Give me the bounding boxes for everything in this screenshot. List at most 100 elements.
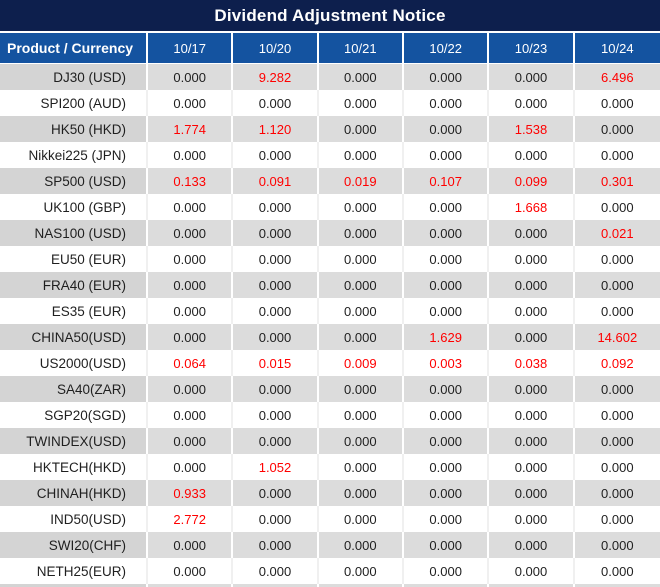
dividend-value-cell: 0.009: [318, 350, 404, 376]
dividend-value-cell: 0.000: [318, 454, 404, 480]
table-row: NAS100 (USD) 0.000 0.000 0.000 0.000 0.000 0.0…: [0, 220, 660, 246]
dividend-value-cell: 0.000: [148, 64, 234, 90]
dividend-value-cell: 0.000: [318, 428, 404, 454]
dividend-value-cell: 0.000: [318, 116, 404, 142]
product-name-cell: CHINAH(HKD): [0, 480, 148, 506]
dividend-value-cell: 0.000: [574, 116, 660, 142]
dividend-value-cell: 0.000: [233, 558, 319, 584]
dividend-value-cell: 0.000: [148, 532, 234, 558]
table-row: FRA40 (EUR) 0.000 0.000 0.000 0.000 0.000 0.00…: [0, 272, 660, 298]
date-column-header: 10/21: [319, 33, 404, 63]
table-row: TWINDEX(USD) 0.000 0.000 0.000 0.000 0.000 0.0…: [0, 428, 660, 454]
dividend-value-cell: 0.000: [404, 116, 490, 142]
dividend-value-cell: 0.000: [574, 532, 660, 558]
dividend-value-cell: 0.000: [404, 272, 490, 298]
dividend-value-cell: 0.000: [318, 376, 404, 402]
table-row: SGP20(SGD) 0.000 0.000 0.000 0.000 0.000 0.000: [0, 402, 660, 428]
dividend-value-cell: 0.301: [574, 168, 660, 194]
product-name-cell: SWI20(CHF): [0, 532, 148, 558]
dividend-value-cell: 0.000: [318, 480, 404, 506]
table-row: EU50 (EUR) 0.000 0.000 0.000 0.000 0.000 0.000: [0, 246, 660, 272]
dividend-value-cell: 0.000: [318, 402, 404, 428]
dividend-value-cell: 0.000: [489, 246, 575, 272]
dividend-value-cell: 0.000: [233, 324, 319, 350]
dividend-value-cell: 0.000: [489, 428, 575, 454]
dividend-value-cell: 1.629: [404, 324, 490, 350]
product-name-cell: NAS100 (USD): [0, 220, 148, 246]
dividend-value-cell: 0.000: [148, 376, 234, 402]
dividend-value-cell: 0.000: [404, 220, 490, 246]
dividend-value-cell: 0.000: [318, 298, 404, 324]
dividend-value-cell: 0.000: [489, 480, 575, 506]
dividend-value-cell: 0.000: [318, 142, 404, 168]
dividend-value-cell: 0.000: [489, 376, 575, 402]
dividend-value-cell: 9.282: [233, 64, 319, 90]
dividend-value-cell: 0.091: [233, 168, 319, 194]
dividend-value-cell: 2.772: [148, 506, 234, 532]
product-name-cell: IND50(USD): [0, 506, 148, 532]
dividend-value-cell: 0.133: [148, 168, 234, 194]
dividend-value-cell: 0.019: [318, 168, 404, 194]
dividend-value-cell: 0.000: [489, 402, 575, 428]
product-name-cell: TWINDEX(USD): [0, 428, 148, 454]
table-row: CHINA50(USD) 0.000 0.000 0.000 1.629 0.000 14.…: [0, 324, 660, 350]
dividend-value-cell: 0.000: [318, 532, 404, 558]
product-name-cell: US2000(USD): [0, 350, 148, 376]
dividend-value-cell: 0.000: [489, 298, 575, 324]
dividend-value-cell: 0.000: [233, 480, 319, 506]
table-row: HK50 (HKD) 1.774 1.120 0.000 0.000 1.538 0.000: [0, 116, 660, 142]
table-row: NETH25(EUR) 0.000 0.000 0.000 0.000 0.000 0.00…: [0, 558, 660, 584]
product-name-cell: SP500 (USD): [0, 168, 148, 194]
dividend-value-cell: 0.000: [148, 220, 234, 246]
dividend-value-cell: 0.000: [489, 558, 575, 584]
dividend-value-cell: 0.000: [318, 220, 404, 246]
dividend-value-cell: 0.000: [489, 220, 575, 246]
dividend-value-cell: 1.668: [489, 194, 575, 220]
dividend-value-cell: 0.000: [404, 480, 490, 506]
header-row: Product / Currency 10/17 10/20 10/21 10/22 1…: [0, 33, 660, 64]
dividend-value-cell: 0.000: [574, 272, 660, 298]
dividend-value-cell: 0.000: [318, 506, 404, 532]
dividend-value-cell: 0.000: [318, 324, 404, 350]
dividend-value-cell: 0.000: [404, 194, 490, 220]
dividend-value-cell: 14.602: [574, 324, 660, 350]
table-row: SP500 (USD) 0.133 0.091 0.019 0.107 0.099 0.30…: [0, 168, 660, 194]
date-column-header: 10/20: [233, 33, 319, 63]
dividend-value-cell: 0.000: [148, 246, 234, 272]
dividend-value-cell: 0.099: [489, 168, 575, 194]
dividend-value-cell: 0.000: [489, 506, 575, 532]
dividend-value-cell: 0.000: [404, 142, 490, 168]
dividend-value-cell: 0.000: [574, 194, 660, 220]
dividend-value-cell: 0.000: [148, 324, 234, 350]
dividend-value-cell: 0.000: [574, 142, 660, 168]
dividend-value-cell: 0.000: [233, 142, 319, 168]
dividend-value-cell: 0.000: [489, 64, 575, 90]
table-row: HKTECH(HKD) 0.000 1.052 0.000 0.000 0.000 0.00…: [0, 454, 660, 480]
product-currency-column-header: Product / Currency: [0, 33, 148, 63]
dividend-value-cell: 0.000: [148, 298, 234, 324]
dividend-value-cell: 0.000: [404, 90, 490, 116]
table-row: DJ30 (USD) 0.000 9.282 0.000 0.000 0.000 6.496: [0, 64, 660, 90]
dividend-value-cell: 0.000: [233, 402, 319, 428]
dividend-value-cell: 0.000: [404, 532, 490, 558]
dividend-value-cell: 0.000: [404, 64, 490, 90]
dividend-value-cell: 0.000: [574, 558, 660, 584]
dividend-value-cell: 0.000: [233, 220, 319, 246]
dividend-value-cell: 0.000: [404, 246, 490, 272]
date-column-header: 10/23: [489, 33, 575, 63]
dividend-value-cell: 0.000: [233, 532, 319, 558]
dividend-value-cell: 0.003: [404, 350, 490, 376]
dividend-value-cell: 0.000: [404, 558, 490, 584]
dividend-value-cell: 0.000: [233, 506, 319, 532]
product-name-cell: UK100 (GBP): [0, 194, 148, 220]
dividend-value-cell: 0.000: [574, 454, 660, 480]
dividend-value-cell: 0.000: [148, 194, 234, 220]
dividend-value-cell: 0.000: [148, 90, 234, 116]
dividend-value-cell: 0.000: [574, 298, 660, 324]
product-name-cell: HKTECH(HKD): [0, 454, 148, 480]
dividend-value-cell: 0.933: [148, 480, 234, 506]
dividend-value-cell: 0.000: [233, 90, 319, 116]
bottom-row-sliver: [0, 584, 660, 587]
product-name-cell: EU50 (EUR): [0, 246, 148, 272]
